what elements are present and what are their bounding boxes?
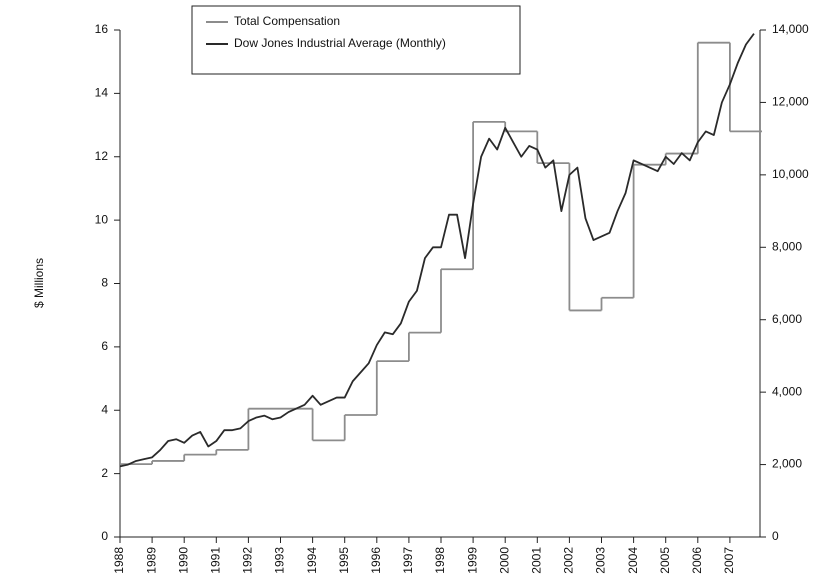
- x-tick-label: 2003: [594, 547, 608, 574]
- y-tick-label: 2: [101, 466, 108, 480]
- y2-tick-label: 4,000: [772, 384, 802, 398]
- y-tick-label: 16: [95, 22, 109, 36]
- x-tick-label: 2007: [722, 547, 736, 574]
- y-axis-label: $ Millions: [32, 258, 46, 308]
- x-tick-label: 1997: [401, 547, 415, 574]
- x-tick-label: 1998: [433, 547, 447, 574]
- x-tick-label: 1990: [176, 547, 190, 574]
- y-tick-label: 4: [101, 402, 108, 416]
- y-tick-label: 14: [95, 86, 109, 100]
- y-tick-label: 8: [101, 276, 108, 290]
- y2-tick-label: 14,000: [772, 22, 809, 36]
- x-tick-label: 1999: [465, 547, 479, 574]
- legend-label: Dow Jones Industrial Average (Monthly): [234, 36, 446, 50]
- x-tick-label: 1994: [305, 547, 319, 574]
- x-tick-label: 1993: [273, 547, 287, 574]
- y-tick-label: 0: [101, 529, 108, 543]
- x-tick-label: 2005: [658, 547, 672, 574]
- series-line: [119, 33, 755, 468]
- x-tick-label: 1988: [112, 547, 126, 574]
- x-tick-label: 2000: [497, 547, 511, 574]
- x-tick-label: 2006: [690, 547, 704, 574]
- y2-tick-label: 12,000: [772, 95, 809, 109]
- legend-label: Total Compensation: [234, 14, 340, 28]
- y-tick-label: 12: [95, 149, 109, 163]
- x-tick-label: 1991: [208, 547, 222, 574]
- x-tick-label: 1992: [241, 547, 255, 574]
- x-tick-label: 1996: [369, 547, 383, 574]
- x-tick-label: 2002: [562, 547, 576, 574]
- x-tick-label: 1989: [144, 547, 158, 574]
- y2-tick-label: 6,000: [772, 312, 802, 326]
- legend-box: [191, 5, 521, 75]
- x-tick-label: 2004: [626, 547, 640, 574]
- y2-tick-label: 2,000: [772, 457, 802, 471]
- y2-tick-label: 8,000: [772, 239, 802, 253]
- x-tick-label: 1995: [337, 547, 351, 574]
- y-tick-label: 6: [101, 339, 108, 353]
- y2-tick-label: 10,000: [772, 167, 809, 181]
- y-tick-label: 10: [95, 212, 109, 226]
- x-tick-label: 2001: [529, 547, 543, 574]
- y2-tick-label: 0: [772, 529, 779, 543]
